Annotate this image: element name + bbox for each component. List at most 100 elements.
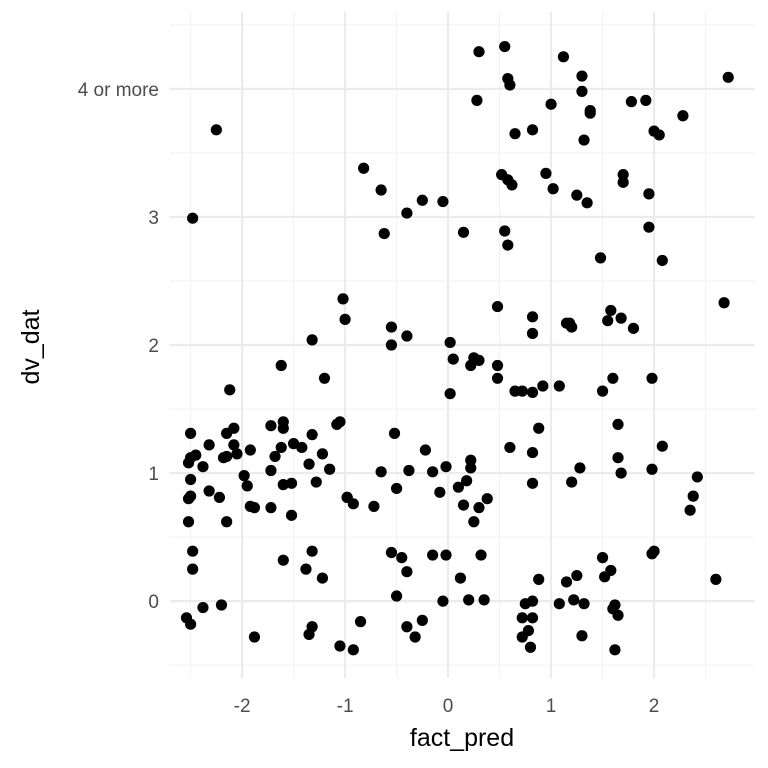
data-point (452, 481, 464, 493)
data-point (612, 609, 624, 621)
data-point (419, 444, 432, 456)
data-point (504, 79, 516, 91)
data-point (506, 179, 518, 191)
data-point (524, 641, 537, 653)
data-point (454, 572, 467, 584)
data-point (691, 471, 703, 483)
data-point (401, 566, 413, 578)
data-point (615, 467, 627, 479)
data-point (526, 612, 539, 624)
data-point (571, 189, 583, 201)
data-point (594, 252, 607, 264)
data-point (339, 313, 351, 325)
data-point (248, 502, 261, 514)
data-point (231, 448, 243, 460)
y-axis-tick-labels: 0 1 2 3 4 or more (78, 80, 159, 613)
data-point (437, 195, 449, 208)
data-point (607, 372, 619, 384)
x-axis-title: fact_pred (410, 724, 514, 752)
data-point (615, 312, 627, 324)
data-point (627, 322, 640, 334)
data-point (197, 461, 209, 473)
data-point (375, 466, 387, 478)
data-point (547, 183, 559, 195)
data-point (643, 188, 655, 200)
data-point (475, 549, 487, 561)
data-point (656, 440, 668, 452)
data-point (491, 372, 504, 384)
data-point (324, 463, 336, 475)
data-point (722, 71, 734, 83)
data-point (646, 372, 658, 384)
data-point (602, 315, 614, 327)
data-point (553, 598, 565, 610)
data-point (576, 630, 588, 642)
data-point (341, 491, 353, 504)
x-tick-label: 0 (443, 696, 454, 717)
data-point (526, 327, 539, 340)
data-point (465, 454, 477, 466)
data-point (416, 194, 428, 206)
data-point (526, 595, 539, 607)
data-point (502, 239, 514, 251)
data-point (526, 477, 539, 489)
data-point (238, 470, 250, 482)
data-point (277, 554, 289, 566)
data-point (465, 462, 477, 474)
data-point (609, 599, 621, 611)
data-point (244, 444, 256, 456)
data-point (347, 644, 359, 656)
data-point (316, 448, 329, 460)
data-point (444, 388, 456, 400)
data-point (375, 184, 387, 196)
y-tick-label: 2 (148, 336, 159, 357)
data-point (310, 476, 322, 488)
data-point (440, 549, 452, 561)
data-point (533, 573, 545, 585)
data-point (228, 439, 240, 451)
data-point (300, 563, 312, 575)
data-point (526, 386, 539, 398)
data-point (434, 486, 446, 498)
data-point (526, 124, 539, 136)
data-point (499, 40, 511, 53)
data-point (533, 422, 545, 434)
data-point (473, 502, 485, 514)
data-point (388, 427, 401, 439)
data-point (306, 429, 318, 441)
data-point (612, 452, 624, 464)
data-point (187, 545, 199, 557)
y-tick-label: 1 (148, 464, 159, 485)
data-point (197, 601, 209, 614)
data-point (574, 462, 586, 474)
data-point (596, 552, 609, 564)
grid (170, 12, 755, 678)
data-point (221, 516, 233, 528)
data-point (516, 612, 528, 624)
data-point (609, 644, 621, 656)
data-point (354, 616, 367, 628)
y-tick-label: 4 or more (78, 80, 159, 101)
data-point (187, 563, 199, 575)
data-point (461, 475, 473, 487)
data-point (228, 422, 240, 434)
data-point (265, 420, 277, 432)
data-point (471, 94, 483, 106)
data-point (566, 476, 578, 488)
data-point (221, 450, 233, 463)
data-point (509, 128, 521, 140)
data-point (334, 416, 346, 428)
data-point (612, 418, 624, 431)
data-point (605, 304, 617, 317)
data-point (203, 485, 215, 497)
data-point (182, 493, 195, 505)
data-point (401, 330, 413, 342)
data-point (265, 502, 277, 514)
data-point (596, 385, 609, 397)
data-point (710, 573, 722, 585)
data-point (265, 464, 277, 477)
data-point (473, 46, 485, 58)
data-point (285, 509, 298, 521)
data-point (684, 504, 696, 516)
